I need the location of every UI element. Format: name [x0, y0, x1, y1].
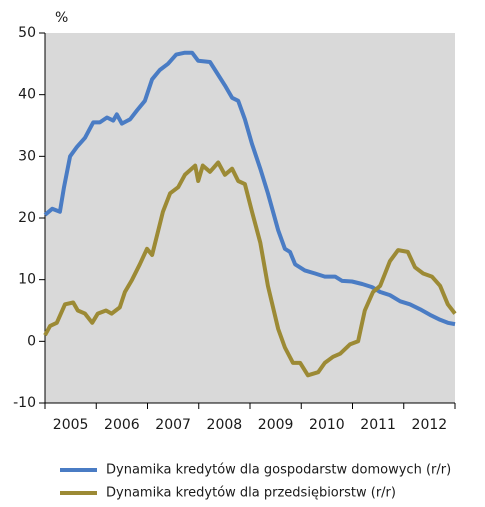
- y-tick-label: 30: [18, 148, 36, 164]
- x-tick-label: 2007: [155, 417, 191, 433]
- x-tick-label: 2008: [207, 417, 243, 433]
- legend-label: Dynamika kredytów dla gospodarstw domowy…: [106, 463, 451, 478]
- x-tick-label: 2009: [258, 417, 294, 433]
- x-tick-label: 2005: [53, 417, 89, 433]
- y-tick-label: 0: [27, 333, 36, 349]
- plot-area: [45, 33, 455, 403]
- y-tick-label: -10: [13, 395, 36, 411]
- x-tick-label: 2010: [309, 417, 345, 433]
- x-tick-label: 2011: [360, 417, 396, 433]
- y-tick-label: 40: [18, 87, 36, 103]
- legend-label: Dynamika kredytów dla przedsiębiorstw (r…: [106, 486, 396, 501]
- y-tick-label: 50: [18, 25, 36, 41]
- y-tick-label: 10: [18, 272, 36, 288]
- series-line: [43, 160, 457, 378]
- y-unit: %: [55, 10, 68, 26]
- x-tick-label: 2012: [412, 417, 448, 433]
- x-tick-label: 2006: [104, 417, 140, 433]
- legend: Dynamika kredytów dla gospodarstw domowy…: [60, 463, 451, 501]
- y-tick-label: 20: [18, 210, 36, 226]
